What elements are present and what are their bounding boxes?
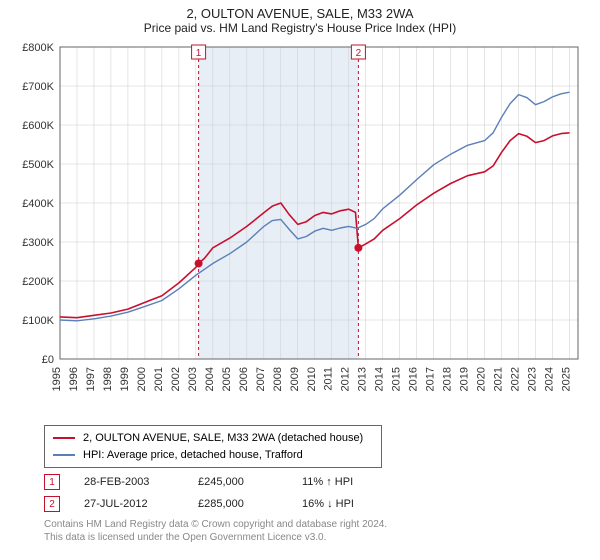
transactions-table: 1 28-FEB-2003 £245,000 11% ↑ HPI 2 27-JU… (44, 474, 590, 512)
legend-swatch-property (53, 437, 75, 439)
price-chart: £0 £100K £200K £300K £400K £500K £600K £700K £80… (10, 39, 590, 419)
svg-text:2003: 2003 (187, 367, 199, 391)
svg-text:£800K: £800K (22, 42, 54, 54)
svg-text:2010: 2010 (306, 367, 318, 391)
svg-text:2006: 2006 (238, 367, 250, 391)
page-title: 2, OULTON AVENUE, SALE, M33 2WA (10, 6, 590, 21)
svg-text:2013: 2013 (357, 367, 369, 391)
svg-text:2011: 2011 (323, 367, 335, 391)
svg-text:2007: 2007 (255, 367, 267, 391)
transaction-marker-icon: 1 (44, 474, 60, 490)
svg-text:2020: 2020 (476, 367, 488, 391)
svg-text:1997: 1997 (85, 367, 97, 391)
svg-text:£0: £0 (42, 354, 54, 366)
legend-row-property: 2, OULTON AVENUE, SALE, M33 2WA (detache… (53, 430, 373, 447)
footnote-line: Contains HM Land Registry data © Crown c… (44, 518, 590, 531)
svg-text:£500K: £500K (22, 159, 54, 171)
transaction-hpi: 16% ↓ HPI (302, 498, 382, 510)
chart-svg: £0 £100K £200K £300K £400K £500K £600K £700K £80… (10, 39, 590, 419)
transaction-date: 28-FEB-2003 (84, 476, 174, 488)
footnote: Contains HM Land Registry data © Crown c… (44, 518, 590, 544)
footnote-line: This data is licensed under the Open Gov… (44, 531, 590, 544)
legend-box: 2, OULTON AVENUE, SALE, M33 2WA (detache… (44, 425, 382, 468)
svg-text:2023: 2023 (527, 367, 539, 391)
svg-text:2024: 2024 (544, 367, 556, 391)
svg-text:1998: 1998 (102, 367, 114, 391)
svg-text:2014: 2014 (374, 367, 386, 391)
svg-text:£600K: £600K (22, 120, 54, 132)
svg-text:£200K: £200K (22, 276, 54, 288)
svg-text:1: 1 (196, 48, 202, 59)
svg-text:2019: 2019 (459, 367, 471, 391)
svg-text:£300K: £300K (22, 237, 54, 249)
svg-text:2015: 2015 (391, 367, 403, 391)
svg-text:2001: 2001 (153, 367, 165, 391)
svg-text:£100K: £100K (22, 315, 54, 327)
transaction-price: £285,000 (198, 498, 278, 510)
svg-text:2009: 2009 (289, 367, 301, 391)
svg-text:2017: 2017 (425, 367, 437, 391)
transaction-price: £245,000 (198, 476, 278, 488)
svg-text:2012: 2012 (340, 367, 352, 391)
svg-text:1996: 1996 (68, 367, 80, 391)
transaction-marker-icon: 2 (44, 496, 60, 512)
page-subtitle: Price paid vs. HM Land Registry's House … (10, 21, 590, 35)
svg-text:2005: 2005 (221, 367, 233, 391)
svg-text:£700K: £700K (22, 81, 54, 93)
svg-text:2022: 2022 (510, 367, 522, 391)
svg-text:2000: 2000 (136, 367, 148, 391)
svg-text:2025: 2025 (561, 367, 573, 391)
svg-text:2008: 2008 (272, 367, 284, 391)
svg-text:2016: 2016 (408, 367, 420, 391)
legend-swatch-hpi (53, 454, 75, 456)
svg-text:2002: 2002 (170, 367, 182, 391)
transaction-date: 27-JUL-2012 (84, 498, 174, 510)
svg-text:£400K: £400K (22, 198, 54, 210)
svg-text:1995: 1995 (51, 367, 63, 391)
svg-text:2021: 2021 (493, 367, 505, 391)
legend-label-property: 2, OULTON AVENUE, SALE, M33 2WA (detache… (83, 430, 363, 447)
svg-text:2004: 2004 (204, 367, 216, 391)
svg-text:2: 2 (356, 48, 362, 59)
transactions-row: 1 28-FEB-2003 £245,000 11% ↑ HPI (44, 474, 590, 490)
svg-text:2018: 2018 (442, 367, 454, 391)
transactions-row: 2 27-JUL-2012 £285,000 16% ↓ HPI (44, 496, 590, 512)
svg-text:1999: 1999 (119, 367, 131, 391)
legend-label-hpi: HPI: Average price, detached house, Traf… (83, 447, 303, 464)
legend-row-hpi: HPI: Average price, detached house, Traf… (53, 447, 373, 464)
transaction-hpi: 11% ↑ HPI (302, 476, 382, 488)
